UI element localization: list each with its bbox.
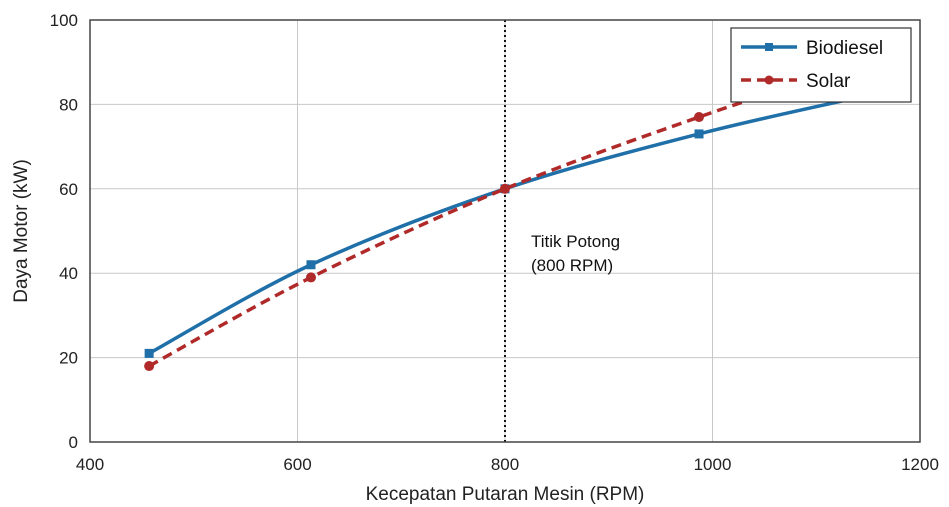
- y-axis-label: Daya Motor (kW): [11, 159, 32, 303]
- y-tick-labels: 0 20 40 60 80 100: [50, 11, 78, 452]
- y-tick-label: 0: [69, 433, 78, 452]
- x-tick-labels: 400 600 800 1000 1200: [76, 455, 939, 474]
- x-tick-label: 400: [76, 455, 104, 474]
- x-tick-label: 600: [283, 455, 311, 474]
- legend-marker-biodiesel: [765, 43, 773, 51]
- x-tick-label: 1000: [694, 455, 732, 474]
- legend: Biodiesel Solar: [730, 27, 912, 103]
- data-point-biodiesel: [694, 129, 704, 139]
- legend-box: [730, 27, 912, 103]
- legend-marker-solar: [764, 75, 774, 85]
- y-tick-label: 40: [59, 264, 78, 283]
- data-point-solar: [500, 183, 510, 194]
- y-tick-label: 80: [59, 95, 78, 114]
- y-tick-label: 100: [50, 11, 78, 30]
- x-axis-label: Kecepatan Putaran Mesin (RPM): [366, 484, 645, 505]
- legend-label-solar: Solar: [806, 71, 851, 92]
- data-point-solar: [305, 272, 316, 283]
- y-tick-label: 60: [59, 180, 78, 199]
- data-point-solar: [694, 112, 705, 123]
- data-point-solar: [144, 361, 155, 372]
- x-tick-label: 1200: [901, 455, 939, 474]
- data-point-biodiesel: [144, 348, 154, 358]
- x-tick-label: 800: [491, 455, 519, 474]
- y-tick-label: 20: [59, 349, 78, 368]
- data-point-biodiesel: [306, 260, 316, 270]
- legend-label-biodiesel: Biodiesel: [806, 38, 883, 59]
- plot-border: [89, 19, 921, 443]
- annotation-line1: Titik Potong: [531, 232, 620, 251]
- annotation-line2: (800 RPM): [531, 256, 613, 275]
